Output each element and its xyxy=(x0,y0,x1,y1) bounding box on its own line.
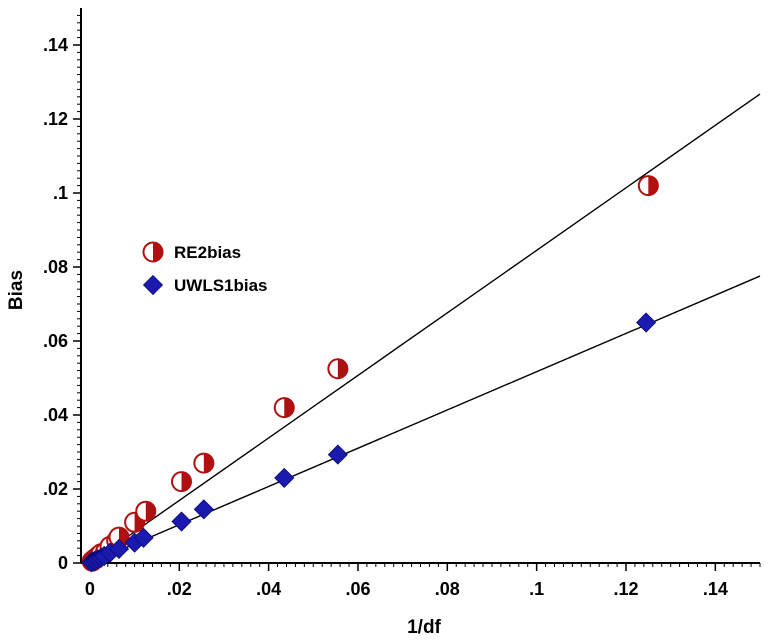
marker-fill xyxy=(153,242,163,262)
markers xyxy=(81,175,659,573)
x-axis-title: 1/df xyxy=(407,617,441,638)
axes: 0 .02 .04 .06 .08 .1 .12 .14 0 .02 .04 .06 .08 .1 .12.… xyxy=(43,8,761,599)
legend-label-re2bias: RE2bias xyxy=(174,243,241,262)
x-tick-label: .02 xyxy=(167,579,192,599)
data-point-re2bias xyxy=(637,175,659,197)
marker-fill xyxy=(648,176,658,196)
y-axis-title: Bias xyxy=(6,270,27,310)
data-point-uwls1bias xyxy=(636,312,657,333)
data-point-re2bias xyxy=(193,452,215,474)
data-point-re2bias xyxy=(327,358,349,380)
y-tick-label: .08 xyxy=(43,257,68,277)
legend: RE2bias UWLS1bias xyxy=(142,241,268,296)
marker-fill xyxy=(203,453,214,473)
x-tick-label: .06 xyxy=(345,579,370,599)
data-point-uwls1bias xyxy=(274,467,295,488)
y-tick-label: .06 xyxy=(43,331,68,351)
x-tick-label: .08 xyxy=(435,579,460,599)
x-tick-label: .14 xyxy=(703,579,728,599)
fit-lines xyxy=(89,93,761,564)
marker-fill xyxy=(145,501,156,521)
data-point-re2bias xyxy=(135,500,157,522)
data-point-re2bias xyxy=(273,397,295,419)
marker-fill xyxy=(337,359,348,379)
y-tick-label: 0 xyxy=(58,553,68,573)
fit-line-uwls1bias xyxy=(89,275,761,564)
y-tick-label: .04 xyxy=(43,405,68,425)
data-point-uwls1bias xyxy=(193,499,214,520)
y-tick-label: .02 xyxy=(43,479,68,499)
x-tick-label: 0 xyxy=(85,579,95,599)
y-tick-label: .14 xyxy=(43,35,68,55)
fit-line-re2bias xyxy=(89,93,761,564)
legend-marker-re2bias xyxy=(142,241,164,263)
marker-fill xyxy=(284,398,294,418)
legend-label-uwls1bias: UWLS1bias xyxy=(174,276,268,295)
x-tick-label: .1 xyxy=(529,579,544,599)
y-tick-label: .1 xyxy=(53,183,68,203)
data-point-uwls1bias xyxy=(108,538,130,560)
x-tick-label: .04 xyxy=(256,579,281,599)
data-point-uwls1bias xyxy=(327,444,348,465)
data-point-uwls1bias xyxy=(171,511,192,532)
y-tick-label: .12 xyxy=(43,109,68,129)
legend-marker-uwls1bias xyxy=(142,274,164,296)
marker-fill xyxy=(181,472,192,492)
data-point-re2bias xyxy=(171,471,193,493)
data-point-uwls1bias xyxy=(133,527,154,548)
x-tick-label: .12 xyxy=(613,579,638,599)
